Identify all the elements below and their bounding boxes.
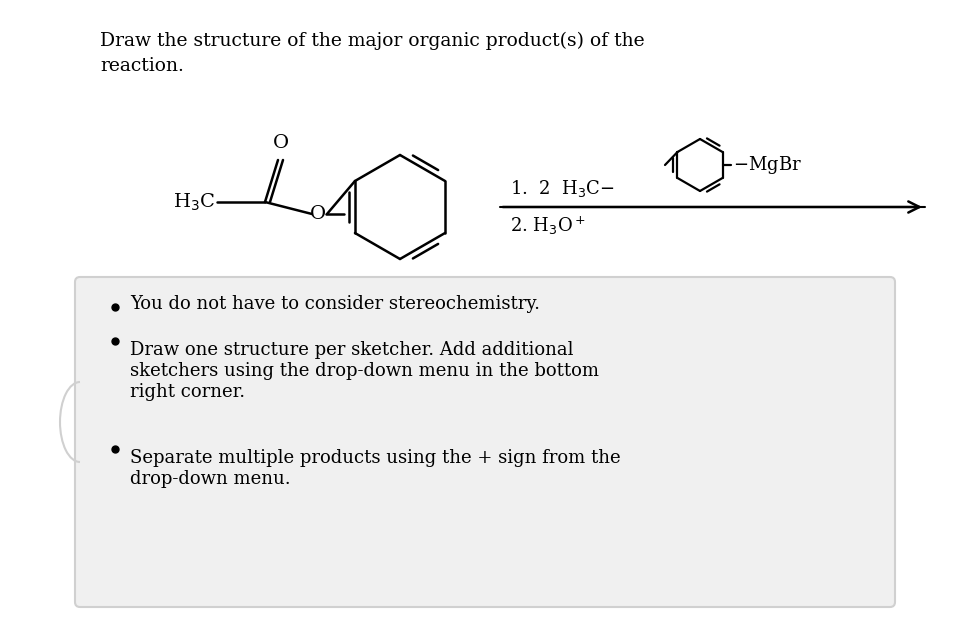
Text: Draw one structure per sketcher. Add additional: Draw one structure per sketcher. Add add… [130,341,573,359]
Text: You do not have to consider stereochemistry.: You do not have to consider stereochemis… [130,295,540,313]
Text: 1.  2  H$_3$C$-$: 1. 2 H$_3$C$-$ [510,178,614,199]
Text: Draw the structure of the major organic product(s) of the: Draw the structure of the major organic … [100,32,644,50]
Text: $-$MgBr: $-$MgBr [732,154,800,176]
Text: H$_3$C: H$_3$C [172,192,215,213]
FancyBboxPatch shape [75,277,894,607]
Text: right corner.: right corner. [130,383,245,401]
Text: Separate multiple products using the + sign from the: Separate multiple products using the + s… [130,449,620,467]
Text: sketchers using the drop-down menu in the bottom: sketchers using the drop-down menu in th… [130,362,599,380]
Text: O: O [272,134,289,152]
Text: drop-down menu.: drop-down menu. [130,470,291,488]
Text: 2. H$_3$O$^+$: 2. H$_3$O$^+$ [510,215,585,238]
Text: O: O [310,205,326,223]
Text: reaction.: reaction. [100,57,184,75]
